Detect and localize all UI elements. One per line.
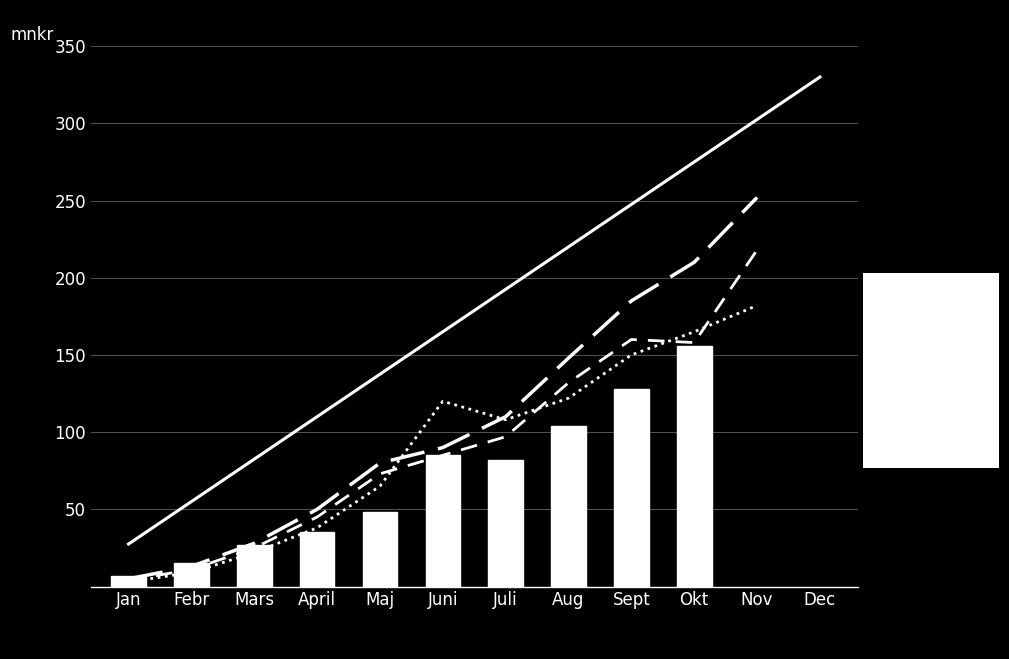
Bar <box>614 389 649 587</box>
Bar <box>677 346 711 587</box>
Bar <box>426 455 460 587</box>
Bar <box>237 545 271 587</box>
Bar <box>488 460 523 587</box>
Bar <box>175 563 209 587</box>
Bar <box>300 532 334 587</box>
Bar <box>111 576 146 587</box>
Text: mnkr: mnkr <box>10 26 53 44</box>
Bar <box>551 426 586 587</box>
Bar <box>362 513 398 587</box>
